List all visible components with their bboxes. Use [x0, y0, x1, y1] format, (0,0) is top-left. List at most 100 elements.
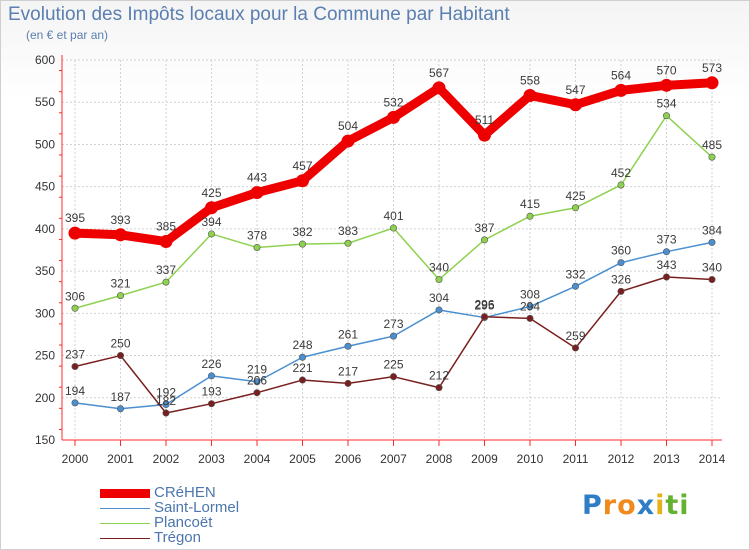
x-tick-label: 2007 — [380, 452, 407, 466]
data-point-crehen — [478, 128, 491, 142]
data-label-saint-lormel: 248 — [292, 338, 312, 352]
y-tick-label: 150 — [35, 433, 55, 447]
data-label-crehen: 532 — [383, 95, 403, 109]
data-point-tregon — [435, 384, 443, 392]
y-tick-label: 250 — [35, 349, 55, 363]
logo-letter: t — [665, 490, 680, 521]
data-point-saint-lormel — [344, 342, 352, 350]
data-label-tregon: 340 — [702, 261, 722, 275]
data-label-plancoet: 383 — [338, 224, 358, 238]
data-point-tregon — [162, 409, 170, 417]
data-point-saint-lormel — [389, 332, 397, 340]
data-point-tregon — [526, 314, 534, 322]
data-label-plancoet: 387 — [474, 221, 494, 235]
data-label-saint-lormel: 304 — [429, 291, 449, 305]
data-label-crehen: 511 — [475, 113, 494, 127]
data-label-saint-lormel: 295 — [474, 299, 494, 313]
legend-item-crehen[interactable]: CRéHEN — [100, 484, 300, 501]
legend-item-tregon[interactable]: Trégon — [100, 529, 300, 546]
legend-swatch-tregon — [100, 538, 150, 539]
legend-swatch-crehen — [100, 489, 150, 498]
data-label-crehen: 547 — [565, 83, 585, 97]
chart-title: Evolution des Impôts locaux pour la Comm… — [8, 4, 510, 25]
y-tick-label: 200 — [35, 391, 55, 405]
data-point-plancoet — [253, 243, 261, 251]
data-point-crehen — [614, 83, 628, 97]
data-label-plancoet: 306 — [65, 289, 85, 303]
legend-item-plancoet[interactable]: Plancoët — [100, 514, 300, 531]
x-tick-label: 2003 — [198, 452, 225, 466]
data-point-plancoet — [480, 236, 488, 244]
data-label-saint-lormel: 219 — [247, 363, 267, 377]
x-tick-label: 2011 — [563, 452, 589, 466]
data-point-saint-lormel — [708, 238, 716, 246]
data-point-plancoet — [298, 240, 306, 248]
logo-letter: i — [679, 490, 690, 521]
x-tick-label: 2001 — [107, 452, 134, 466]
data-point-plancoet — [662, 112, 670, 120]
data-point-crehen — [296, 174, 309, 188]
data-label-saint-lormel: 332 — [565, 267, 585, 281]
data-point-tregon — [662, 273, 670, 281]
x-tick-label: 2014 — [699, 452, 726, 466]
legend-label-tregon: Trégon — [154, 529, 201, 546]
data-label-plancoet: 425 — [565, 189, 585, 203]
data-label-tregon: 225 — [383, 358, 403, 372]
logo-letter: o — [617, 490, 637, 521]
data-label-crehen: 573 — [702, 61, 722, 75]
data-point-crehen — [205, 201, 218, 215]
data-point-crehen — [114, 228, 127, 242]
data-point-plancoet — [117, 292, 125, 300]
y-tick-label: 350 — [35, 264, 55, 278]
data-label-crehen: 504 — [338, 119, 358, 133]
data-point-plancoet — [71, 304, 79, 312]
x-tick-label: 2008 — [426, 452, 453, 466]
proxiti-logo: Proxiti — [582, 490, 690, 521]
legend-swatch-plancoet — [100, 523, 150, 524]
y-tick-label: 450 — [35, 180, 55, 194]
data-point-tregon — [344, 379, 352, 387]
data-label-plancoet: 394 — [201, 215, 221, 229]
logo-letter: i — [655, 490, 666, 521]
data-label-plancoet: 534 — [656, 97, 676, 111]
data-point-saint-lormel — [253, 378, 261, 386]
legend-swatch-saint-lormel — [100, 508, 150, 509]
data-point-plancoet — [617, 181, 625, 189]
data-point-tregon — [117, 352, 125, 360]
x-tick-label: 2004 — [244, 452, 271, 466]
data-point-crehen — [432, 81, 446, 95]
data-label-tregon: 212 — [429, 369, 449, 383]
data-point-tregon — [208, 400, 216, 408]
x-tick-label: 2012 — [608, 452, 635, 466]
data-label-tregon: 237 — [65, 348, 85, 362]
data-label-tregon: 193 — [201, 385, 221, 399]
data-point-crehen — [159, 235, 173, 249]
data-label-crehen: 558 — [520, 73, 540, 87]
data-label-plancoet: 485 — [702, 138, 722, 152]
data-label-tregon: 343 — [656, 258, 676, 272]
data-label-plancoet: 378 — [247, 228, 267, 242]
x-tick-label: 2002 — [153, 452, 180, 466]
data-label-tregon: 182 — [156, 394, 176, 408]
y-tick-label: 300 — [35, 306, 55, 320]
data-point-plancoet — [344, 239, 352, 247]
axes: 150 200 250 300 350 400 450 500 550 600 2000 2001 20… — [35, 53, 726, 466]
data-label-crehen: 570 — [656, 63, 676, 77]
x-tick-label: 2013 — [653, 452, 680, 466]
y-tick-label: 400 — [35, 222, 55, 236]
legend-label-saint-lormel: Saint-Lormel — [154, 499, 240, 516]
data-point-saint-lormel — [571, 282, 579, 290]
data-label-saint-lormel: 187 — [110, 390, 130, 404]
data-label-plancoet: 340 — [429, 261, 449, 275]
data-label-plancoet: 452 — [611, 166, 631, 180]
data-label-saint-lormel: 194 — [65, 384, 85, 398]
legend-label-crehen: CRéHEN — [154, 484, 216, 501]
logo-letter: r — [602, 490, 618, 521]
legend-item-saint-lormel[interactable]: Saint-Lormel — [100, 499, 300, 516]
data-point-tregon — [571, 344, 579, 352]
data-label-crehen: 393 — [110, 213, 130, 227]
legend-label-plancoet: Plancoët — [154, 514, 213, 531]
y-tick-label: 600 — [35, 53, 55, 67]
data-label-tregon: 206 — [247, 374, 267, 388]
